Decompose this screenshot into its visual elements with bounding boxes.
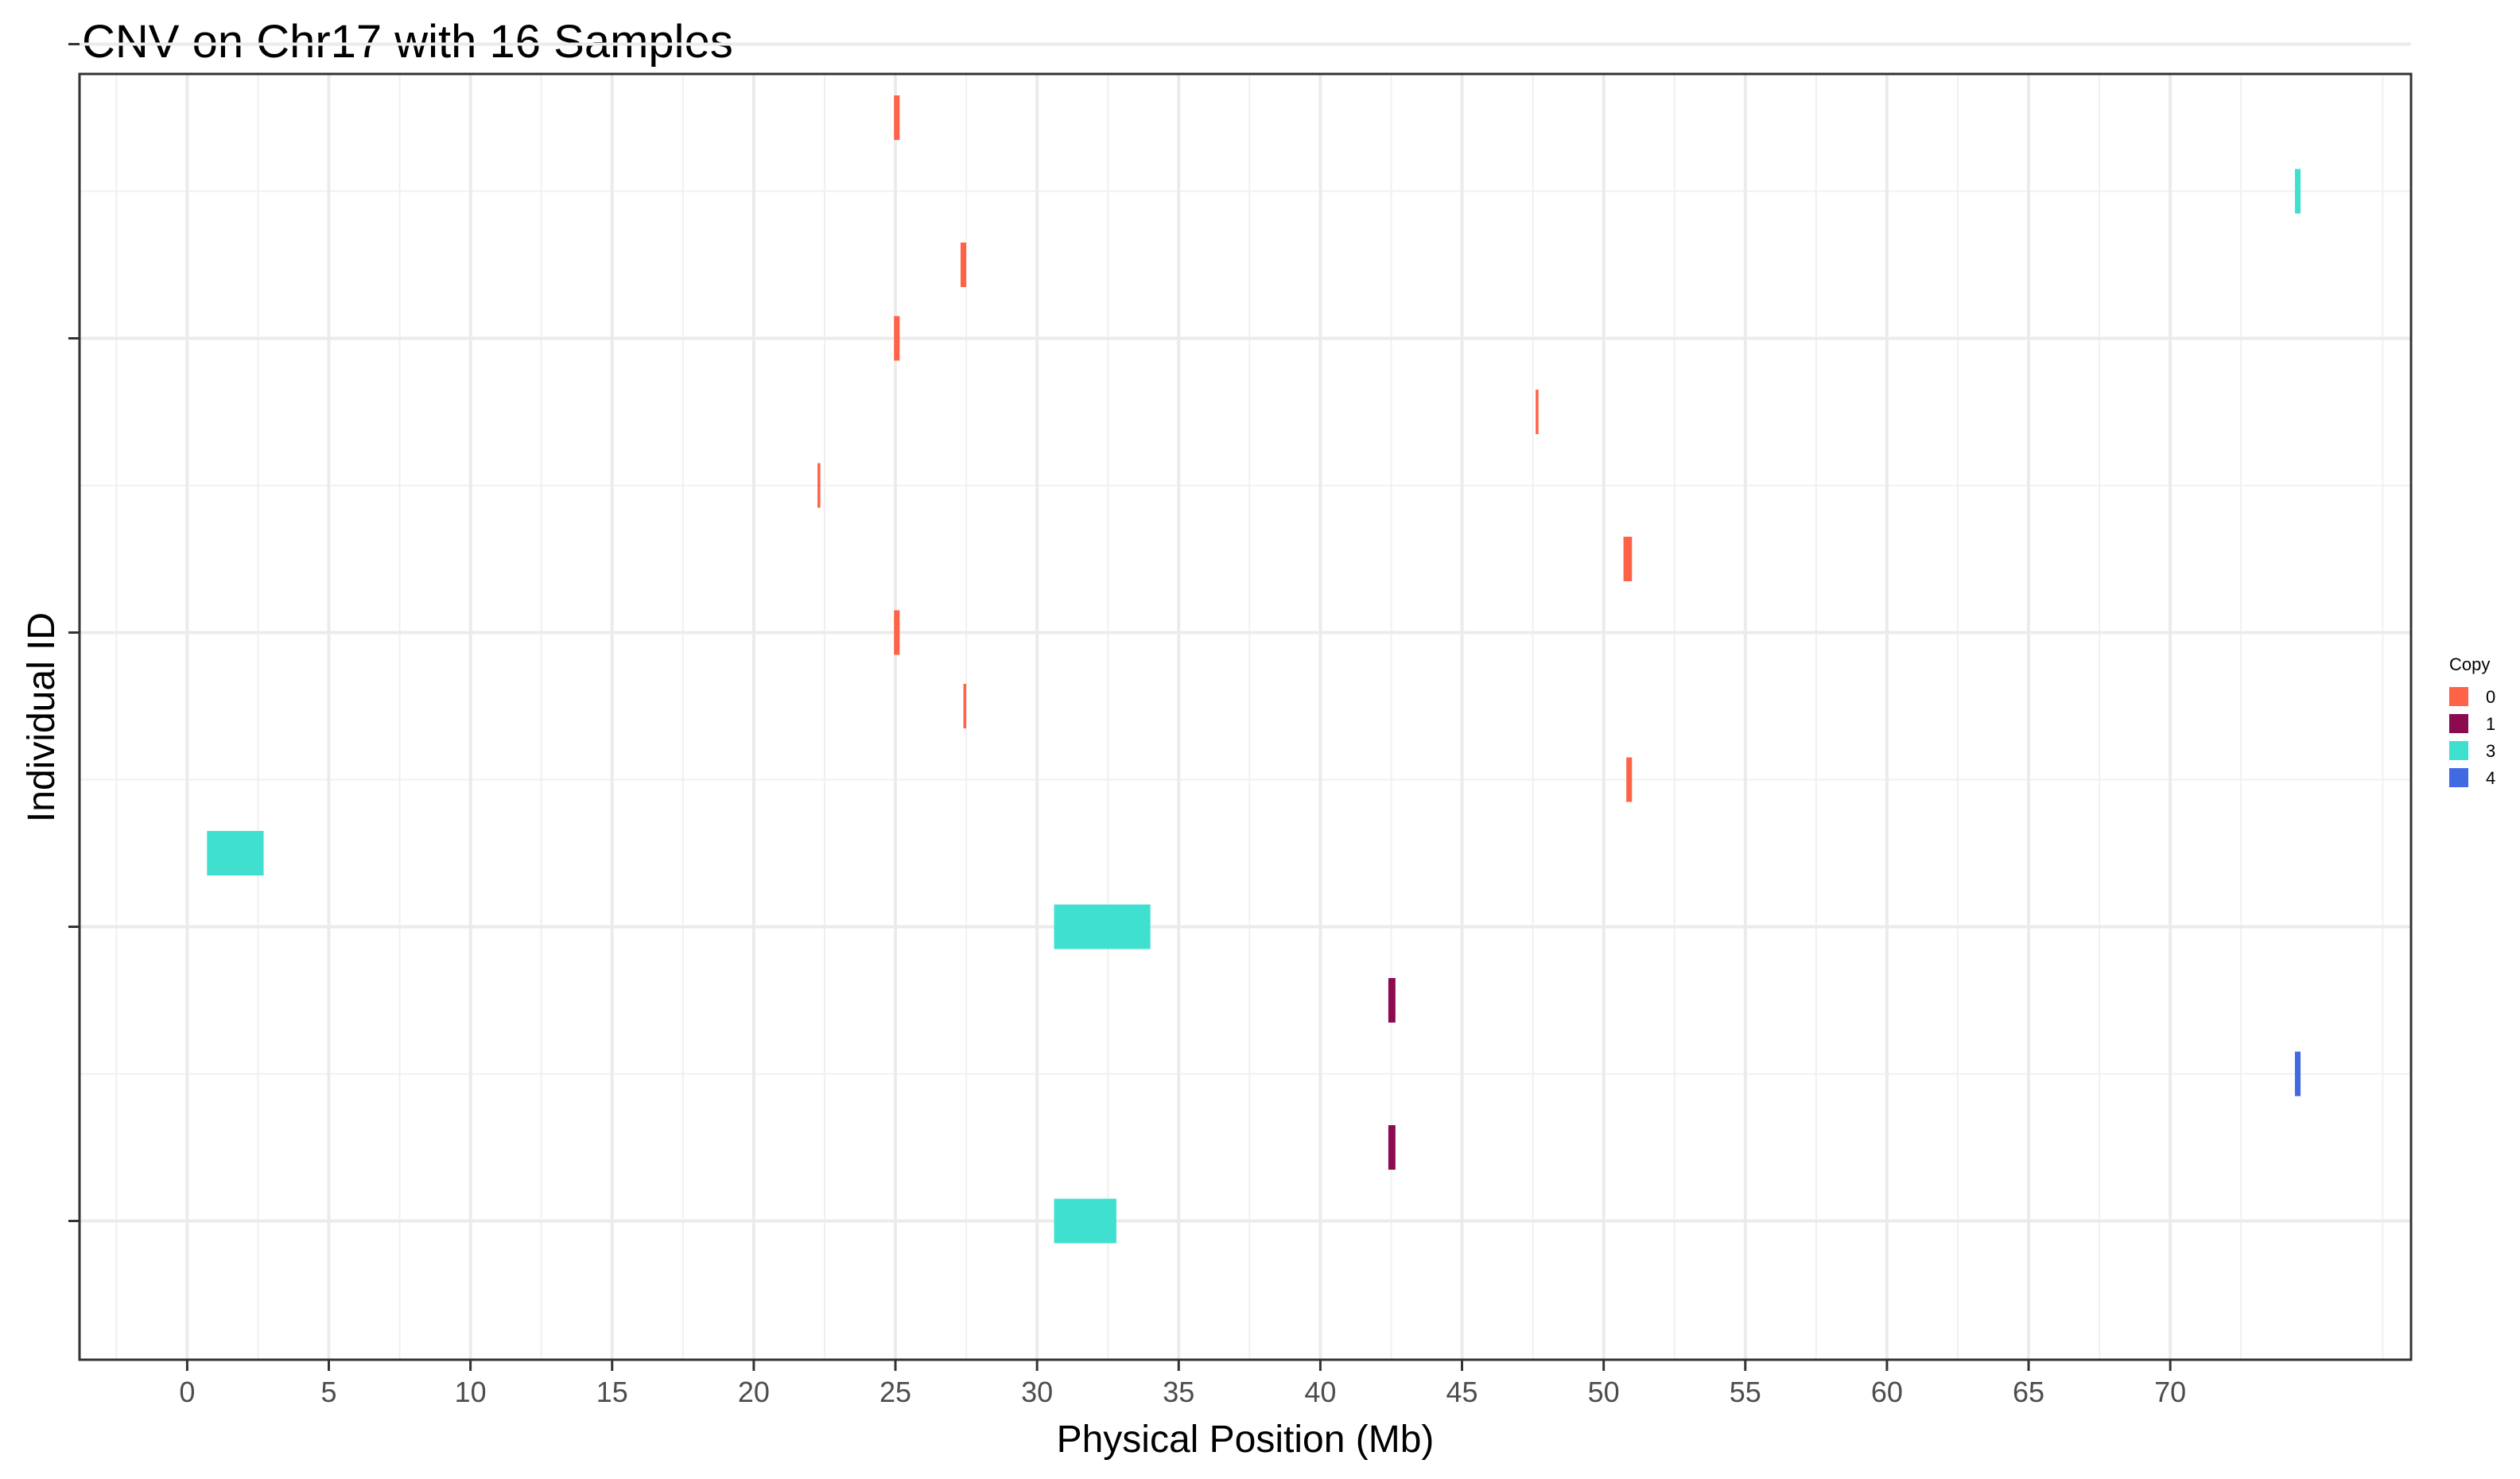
x-tick-label: 45 <box>1446 1376 1478 1408</box>
cnv-segment <box>894 610 900 655</box>
x-tick-label: 70 <box>2154 1376 2186 1408</box>
legend-label: 4 <box>2486 768 2495 788</box>
plot-panel-border <box>78 72 2413 1361</box>
y-axis <box>68 43 80 1222</box>
x-tick-label: 20 <box>738 1376 770 1408</box>
x-tick-label: 60 <box>1871 1376 1903 1408</box>
x-axis-title: Physical Position (Mb) <box>1057 1419 1435 1461</box>
x-tick-label: 5 <box>320 1376 336 1408</box>
legend: Copy 0 1 3 4 <box>2449 654 2495 788</box>
cnv-segment <box>1388 1125 1396 1170</box>
x-tick-label: 10 <box>455 1376 487 1408</box>
x-tick-label: 40 <box>1304 1376 1336 1408</box>
cnv-segment <box>1054 904 1151 949</box>
cnv-segment <box>817 463 821 508</box>
x-tick-label: 35 <box>1163 1376 1194 1408</box>
cnv-segment <box>1536 390 1539 434</box>
cnv-segment <box>1388 978 1396 1023</box>
legend-label: 1 <box>2486 714 2495 734</box>
cnv-segment <box>207 831 264 875</box>
x-tick-label: 30 <box>1021 1376 1053 1408</box>
plot-panel <box>80 74 2411 1360</box>
y-axis-title: Individual ID <box>21 612 63 822</box>
cnv-segment <box>960 243 967 287</box>
cnv-segments <box>207 95 2301 1244</box>
x-tick-label: 0 <box>179 1376 195 1408</box>
grid-minor <box>80 74 2411 1360</box>
x-tick-label: 15 <box>596 1376 628 1408</box>
x-tick-label: 65 <box>2013 1376 2044 1408</box>
legend-swatch <box>2449 768 2468 787</box>
legend-title: Copy <box>2449 654 2490 674</box>
cnv-segment <box>1626 757 1633 802</box>
x-tick-label: 55 <box>1730 1376 1761 1408</box>
x-tick-label: 50 <box>1588 1376 1620 1408</box>
cnv-segment <box>1054 1198 1116 1244</box>
cnv-segment <box>2294 169 2301 214</box>
cnv-segment <box>1623 537 1633 581</box>
legend-swatch <box>2449 714 2468 733</box>
cnv-segment <box>963 684 967 728</box>
chart-title: CNV on Chr17 with 16 Samples <box>82 16 733 68</box>
x-axis: 0 5 10 15 20 25 30 35 40 45 50 55 60 65 70 <box>179 1360 2186 1408</box>
cnv-segment <box>2294 1051 2301 1097</box>
cnv-segment <box>894 316 900 361</box>
legend-swatch <box>2449 687 2468 706</box>
legend-swatch <box>2449 741 2468 760</box>
grid-major <box>80 42 2411 1360</box>
cnv-segment <box>894 95 900 140</box>
legend-label: 0 <box>2486 687 2495 707</box>
legend-label: 3 <box>2486 741 2495 761</box>
x-tick-label: 25 <box>879 1376 911 1408</box>
